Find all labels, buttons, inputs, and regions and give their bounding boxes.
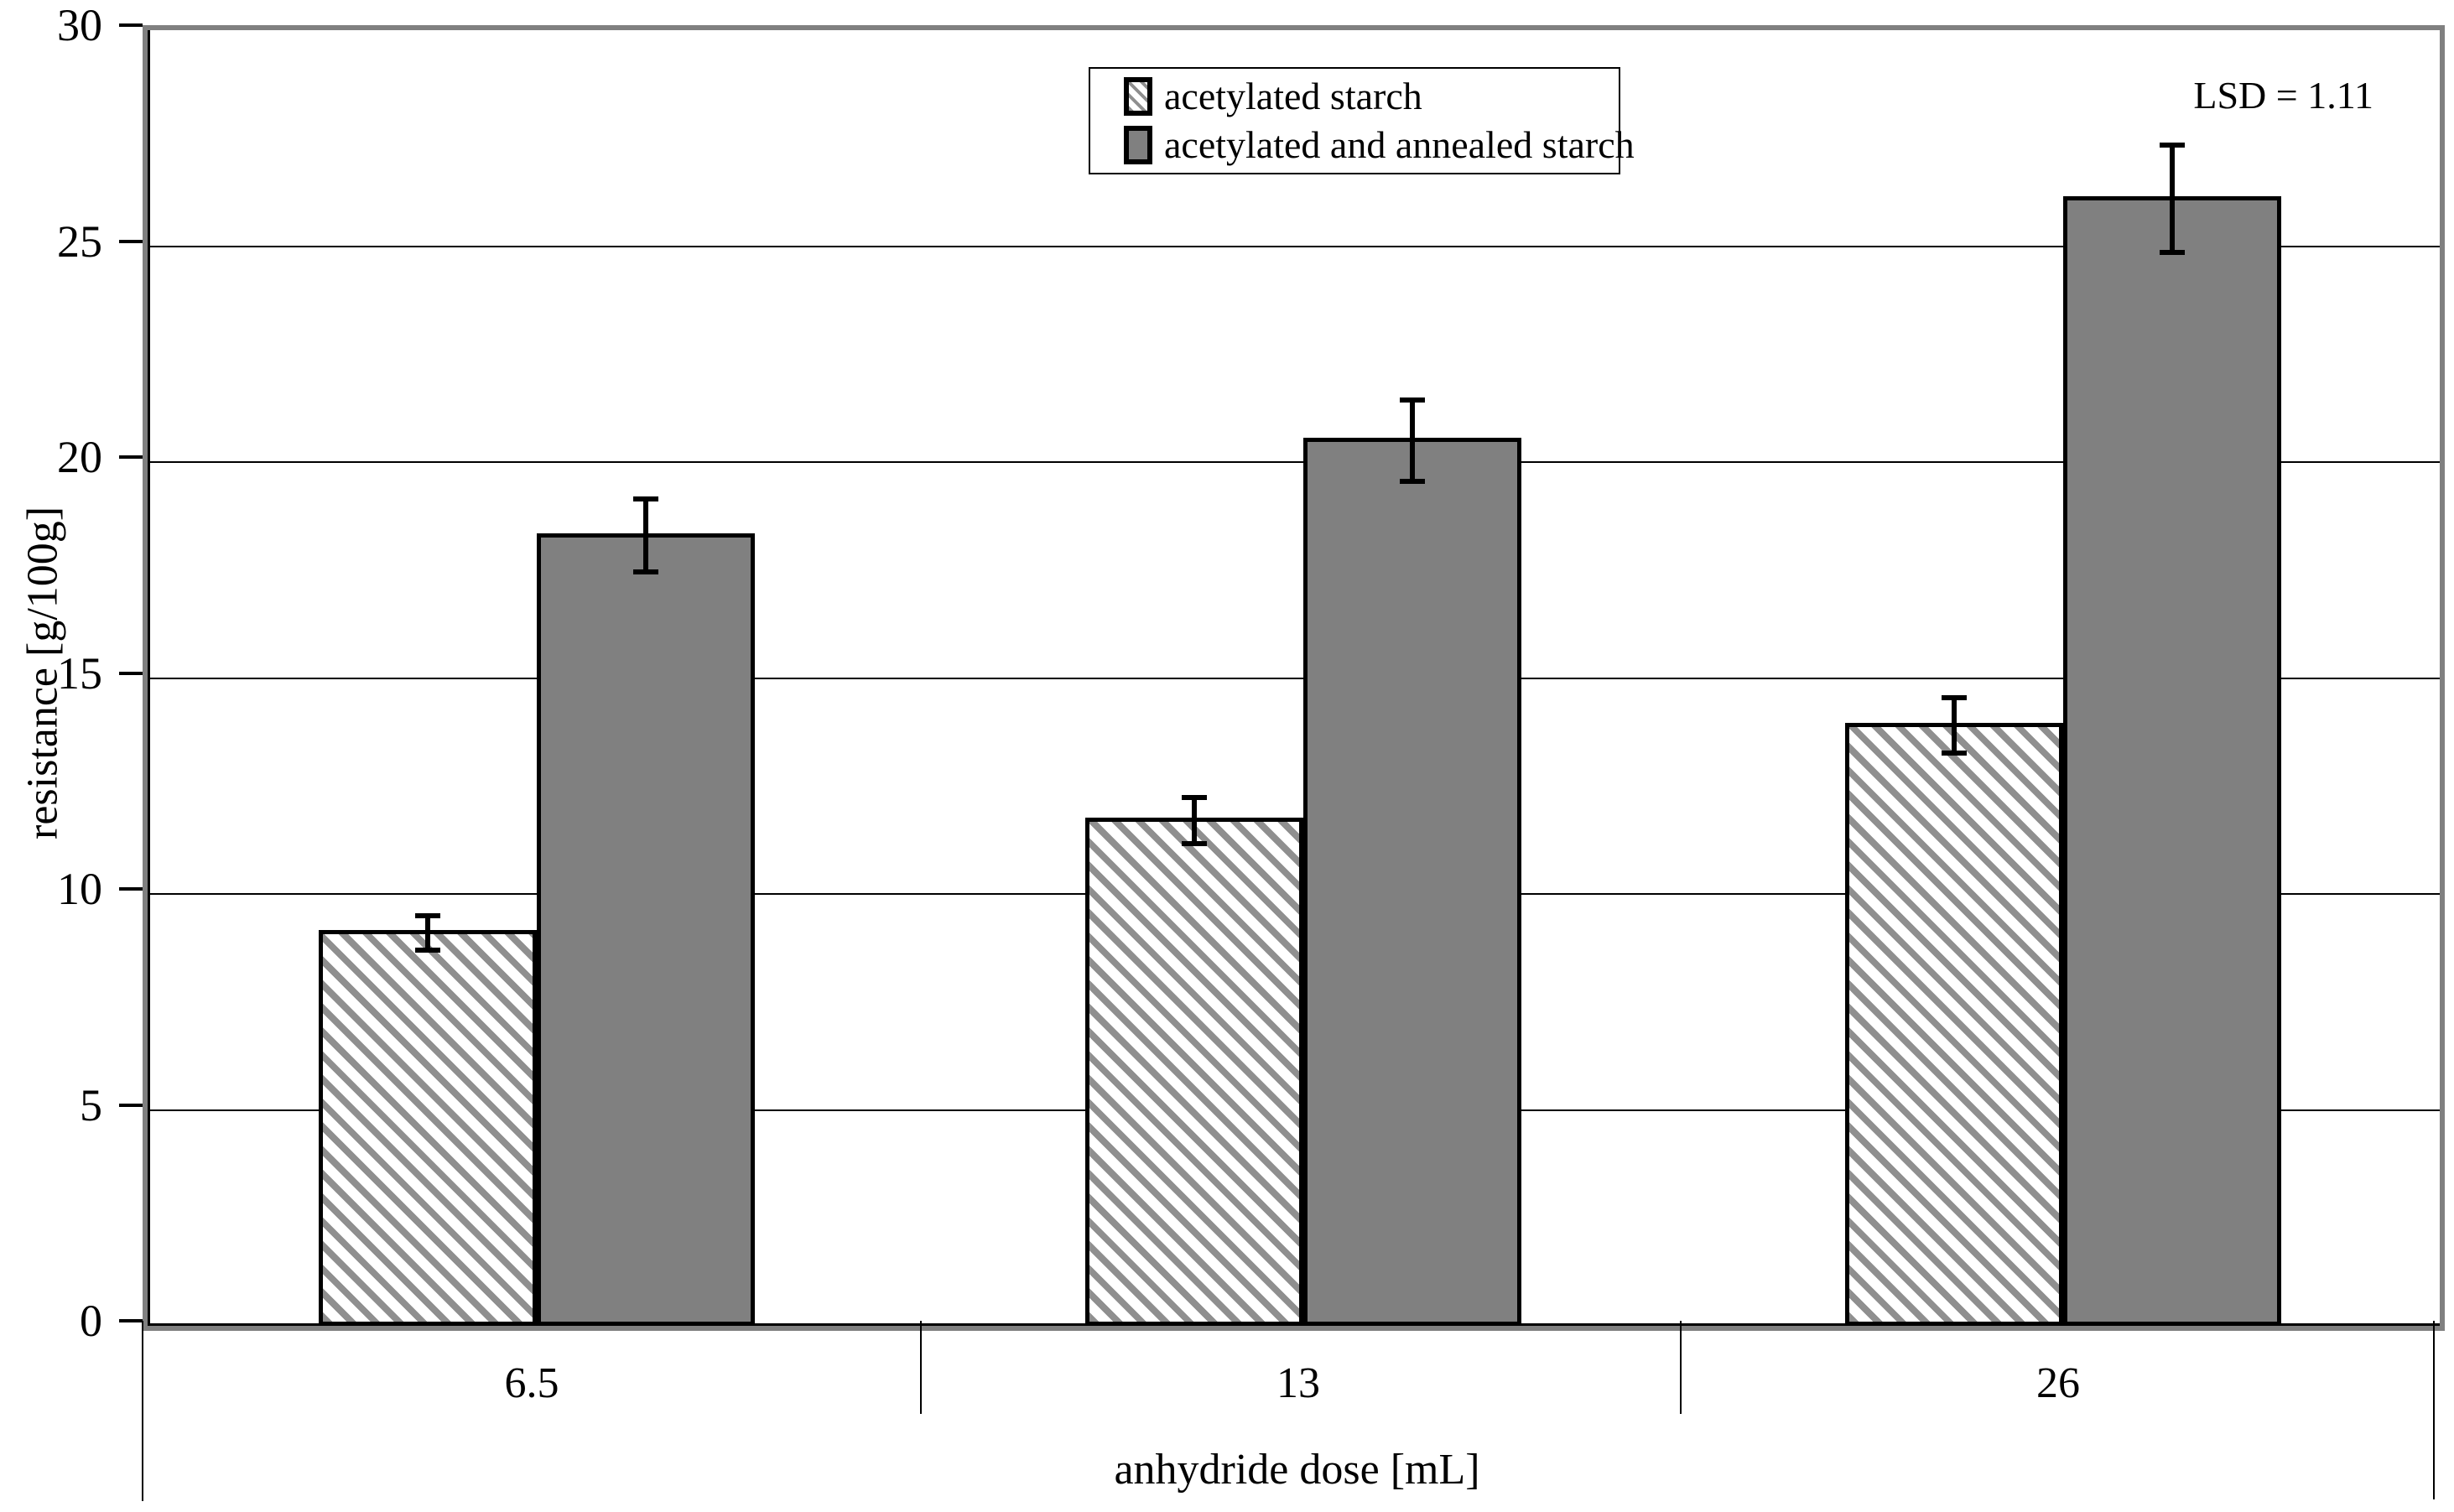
legend: acetylated starch acetylated and anneale… [1089, 67, 1635, 174]
category-separator-line [920, 1321, 922, 1414]
y-axis-tick-30 [119, 23, 143, 27]
legend-swatch-hatched-icon [1124, 77, 1152, 117]
y-axis-tick-5 [119, 1103, 143, 1107]
bar-solid-26 [2063, 195, 2281, 1326]
y-axis-label-30: 30 [57, 0, 102, 50]
error-bar-cap-top [633, 496, 658, 502]
bar-solid-6.5 [537, 533, 755, 1326]
error-bar-cap-top [1400, 397, 1425, 403]
x-category-label-6.5: 6.5 [504, 1359, 559, 1407]
error-bar-cap-bottom [1400, 478, 1425, 484]
error-bar-line [2170, 142, 2175, 255]
x-axis-title: anhydride dose [mL] [1114, 1446, 1480, 1494]
y-axis-tick-15 [119, 671, 143, 675]
legend-swatch-solid-icon [1124, 125, 1152, 164]
y-axis-tick-0 [119, 1319, 143, 1322]
y-axis-label-5: 5 [80, 1079, 102, 1130]
y-axis-tick-25 [119, 239, 143, 243]
bar-hatched-6.5 [319, 930, 537, 1326]
error-bar-line [643, 496, 648, 574]
error-bar-cap-bottom [1182, 841, 1207, 847]
error-bar-line [425, 913, 430, 953]
x-category-label-13: 13 [1276, 1359, 1320, 1407]
error-bar-cap-bottom [1942, 751, 1967, 756]
legend-label: acetylated and annealed starch [1164, 122, 1635, 166]
error-bar-cap-bottom [2160, 249, 2185, 255]
legend-item-acetylated-annealed-starch: acetylated and annealed starch [1124, 124, 1635, 165]
y-axis-tick-20 [119, 455, 143, 459]
category-axis-edge-line [2433, 1321, 2435, 1499]
error-bar-cap-top [2160, 142, 2185, 148]
legend-label: acetylated starch [1164, 75, 1422, 118]
gridline-20 [148, 461, 2440, 463]
bar-hatched-13 [1085, 818, 1303, 1326]
error-bar-line [1952, 695, 1957, 756]
y-axis-label-15: 15 [57, 647, 102, 699]
y-axis-label-20: 20 [57, 432, 102, 482]
category-axis-edge-line [142, 1321, 143, 1501]
error-bar-line [1410, 397, 1415, 484]
x-category-label-26: 26 [2036, 1359, 2080, 1407]
legend-item-acetylated-starch: acetylated starch [1124, 76, 1619, 117]
y-axis-tick-10 [119, 887, 143, 891]
bar-hatched-26 [1845, 723, 2063, 1326]
y-axis-label-10: 10 [57, 864, 102, 914]
plot-area [143, 25, 2445, 1331]
gridline-15 [148, 677, 2440, 679]
error-bar-line [1192, 794, 1197, 847]
y-axis-label-0: 0 [80, 1296, 102, 1346]
lsd-annotation: LSD = 1.11 [2193, 74, 2373, 117]
error-bar-cap-bottom [415, 947, 440, 953]
y-axis-label-25: 25 [57, 216, 102, 267]
bar-solid-13 [1303, 438, 1521, 1326]
error-bar-cap-bottom [633, 569, 658, 574]
category-separator-line [1680, 1321, 1682, 1414]
gridline-25 [148, 245, 2440, 247]
error-bar-cap-top [1942, 695, 1967, 701]
error-bar-cap-top [1182, 794, 1207, 800]
error-bar-cap-top [415, 913, 440, 919]
